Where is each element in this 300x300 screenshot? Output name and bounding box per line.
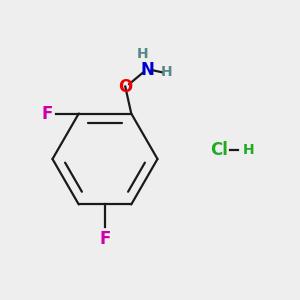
Text: F: F bbox=[42, 104, 53, 122]
Text: N: N bbox=[141, 61, 155, 79]
Text: H: H bbox=[136, 46, 148, 61]
Text: O: O bbox=[118, 77, 132, 95]
Text: H: H bbox=[160, 65, 172, 80]
Text: Cl: Cl bbox=[210, 141, 228, 159]
Text: H: H bbox=[242, 143, 254, 157]
Text: F: F bbox=[99, 230, 111, 248]
